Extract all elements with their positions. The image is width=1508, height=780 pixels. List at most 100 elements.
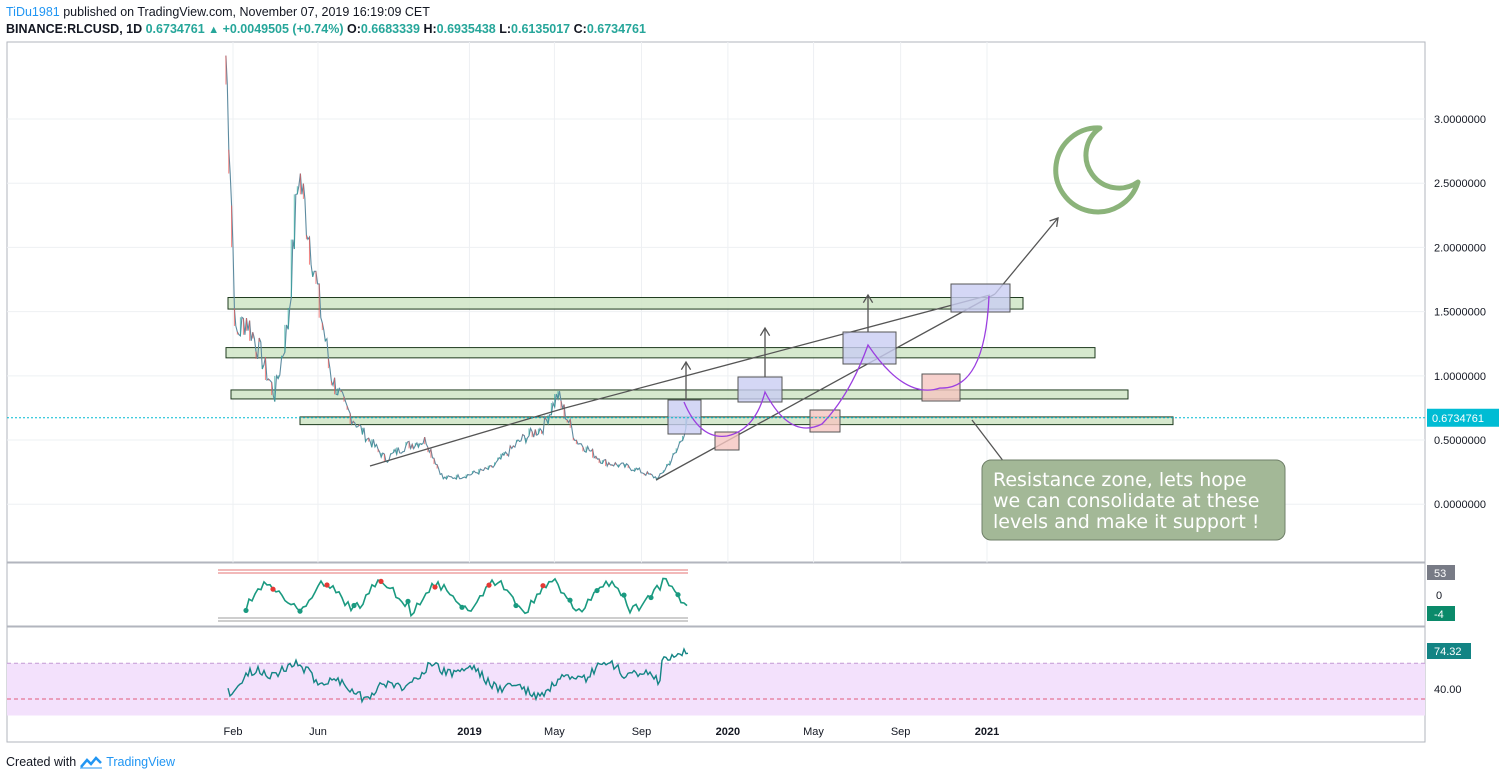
price-axis[interactable]: 3.0000000 2.5000000 2.0000000 1.5000000 1.00… [1427, 114, 1499, 511]
y-tick-label: 0.5000000 [1434, 435, 1486, 447]
symbol-legend: BINANCE:RLCUSD, 1D 0.6734761 ▲ +0.004950… [6, 22, 646, 36]
last-price: 0.6734761 [145, 22, 205, 36]
moon-icon [1053, 125, 1141, 215]
x-tick-label: Sep [632, 726, 652, 738]
oscillator-pane [6, 562, 1426, 627]
projection-box [667, 399, 702, 435]
time-axis[interactable]: Feb Jun 2019 May Sep 2020 May Sep 2021 [224, 726, 1000, 738]
callout-text: Resistance zone, lets hope we can consoli… [993, 469, 1259, 533]
osc-dot [648, 594, 654, 601]
osc-zero-label: 0 [1436, 590, 1442, 602]
x-tick-label: 2019 [457, 726, 481, 738]
footer-created: Created with [6, 755, 77, 769]
x-tick-label: Jun [309, 726, 327, 738]
osc-dot [297, 608, 303, 614]
callout-pointer [971, 419, 1005, 463]
target-arrowhead [680, 360, 692, 371]
callout-line: levels and make it support ! [993, 511, 1259, 533]
x-tick-label: Sep [891, 726, 911, 738]
author-link[interactable]: TiDu1981 [6, 5, 60, 19]
open-label: O: [346, 22, 361, 36]
osc-dot [459, 604, 465, 610]
callout-box [981, 459, 1286, 541]
osc-dot [675, 592, 681, 598]
x-tick-label: 2020 [716, 726, 740, 738]
target-arrowhead [759, 326, 771, 337]
projection-arrowhead [1049, 217, 1059, 227]
osc-value-badge [1427, 606, 1455, 621]
rsi-band [7, 663, 1425, 716]
y-tick-label: 1.5000000 [1434, 307, 1486, 319]
projection-box [737, 376, 783, 403]
rsi-series [7, 647, 1425, 716]
osc-dot [540, 583, 546, 589]
rsi-value-badge [1427, 643, 1471, 659]
tradingview-logo-icon [80, 756, 103, 769]
target-arrowhead [862, 293, 874, 304]
y-tick-label: 3.0000000 [1434, 114, 1486, 126]
up-arrow-icon: ▲ [208, 24, 220, 36]
x-tick-label: May [544, 726, 565, 738]
osc-dot [405, 598, 411, 604]
projection-arrow-line [994, 217, 1059, 295]
price-series [225, 55, 690, 481]
oscillator-axis: 53 0 -4 74.32 40.00 [1427, 565, 1471, 696]
resistance-zone [225, 347, 1096, 359]
footer-brand[interactable]: TradingView [106, 755, 175, 769]
osc-dot [324, 582, 330, 588]
osc-dot [567, 597, 573, 603]
rsi-value-label: 74.32 [1434, 646, 1462, 658]
close-label: C: [573, 22, 587, 36]
osc-dot [351, 602, 357, 609]
osc-dot [594, 587, 600, 594]
trendline-2 [564, 294, 991, 409]
resistance-zone [299, 416, 1174, 426]
last-price-badge [1427, 408, 1499, 427]
low-value: 0.6135017 [511, 22, 571, 36]
resistance-zone [227, 297, 1024, 310]
y-tick-label: 0.0000000 [1434, 499, 1486, 511]
osc-value-label: 53 [1434, 568, 1446, 580]
x-tick-label: Feb [224, 726, 243, 738]
callout-line: we can consolidate at these [993, 490, 1259, 512]
publish-info: TiDu1981 published on TradingView.com, N… [6, 5, 430, 19]
osc-value-label: -4 [1434, 609, 1444, 621]
y-tick-label: 2.0000000 [1434, 242, 1486, 254]
last-price-label: 0.6734761 [1432, 413, 1484, 425]
y-tick-label: 2.5000000 [1434, 178, 1486, 190]
osc-value-badge [1427, 565, 1455, 580]
trendline-3 [655, 293, 996, 481]
publish-text: published on TradingView.com, November 0… [63, 5, 430, 19]
osc-line [245, 577, 688, 618]
high-value: 0.6935438 [436, 22, 496, 36]
osc-dot [270, 586, 276, 592]
osc-dot [486, 582, 492, 588]
close-value: 0.6734761 [586, 22, 646, 36]
projection-box [950, 283, 1011, 313]
projection-box [921, 373, 961, 402]
price-change: +0.0049505 (+0.74%) [222, 22, 344, 36]
rsi-level-label: 40.00 [1434, 684, 1462, 696]
osc-dot [432, 584, 438, 590]
projection-box [714, 431, 740, 451]
low-label: L: [499, 22, 512, 36]
x-tick-label: 2021 [975, 726, 999, 738]
price-line-series [225, 55, 690, 481]
rsi-line [227, 647, 689, 704]
oscillator-series [218, 569, 688, 622]
symbol-name: BINANCE:RLCUSD, 1D [6, 22, 143, 36]
osc-dot [513, 602, 519, 609]
resistance-zone [230, 389, 1129, 400]
callout-line: Resistance zone, lets hope [993, 469, 1247, 491]
footer: Created with TradingView [6, 755, 175, 769]
osc-dot [621, 592, 627, 598]
y-tick-label: 1.0000000 [1434, 371, 1486, 383]
zones-layer [225, 297, 1174, 426]
x-tick-label: May [803, 726, 824, 738]
open-value: 0.6683339 [360, 22, 420, 36]
osc-dot [243, 607, 249, 614]
projected-path [683, 295, 990, 437]
osc-dot [378, 578, 384, 584]
high-label: H: [423, 22, 437, 36]
